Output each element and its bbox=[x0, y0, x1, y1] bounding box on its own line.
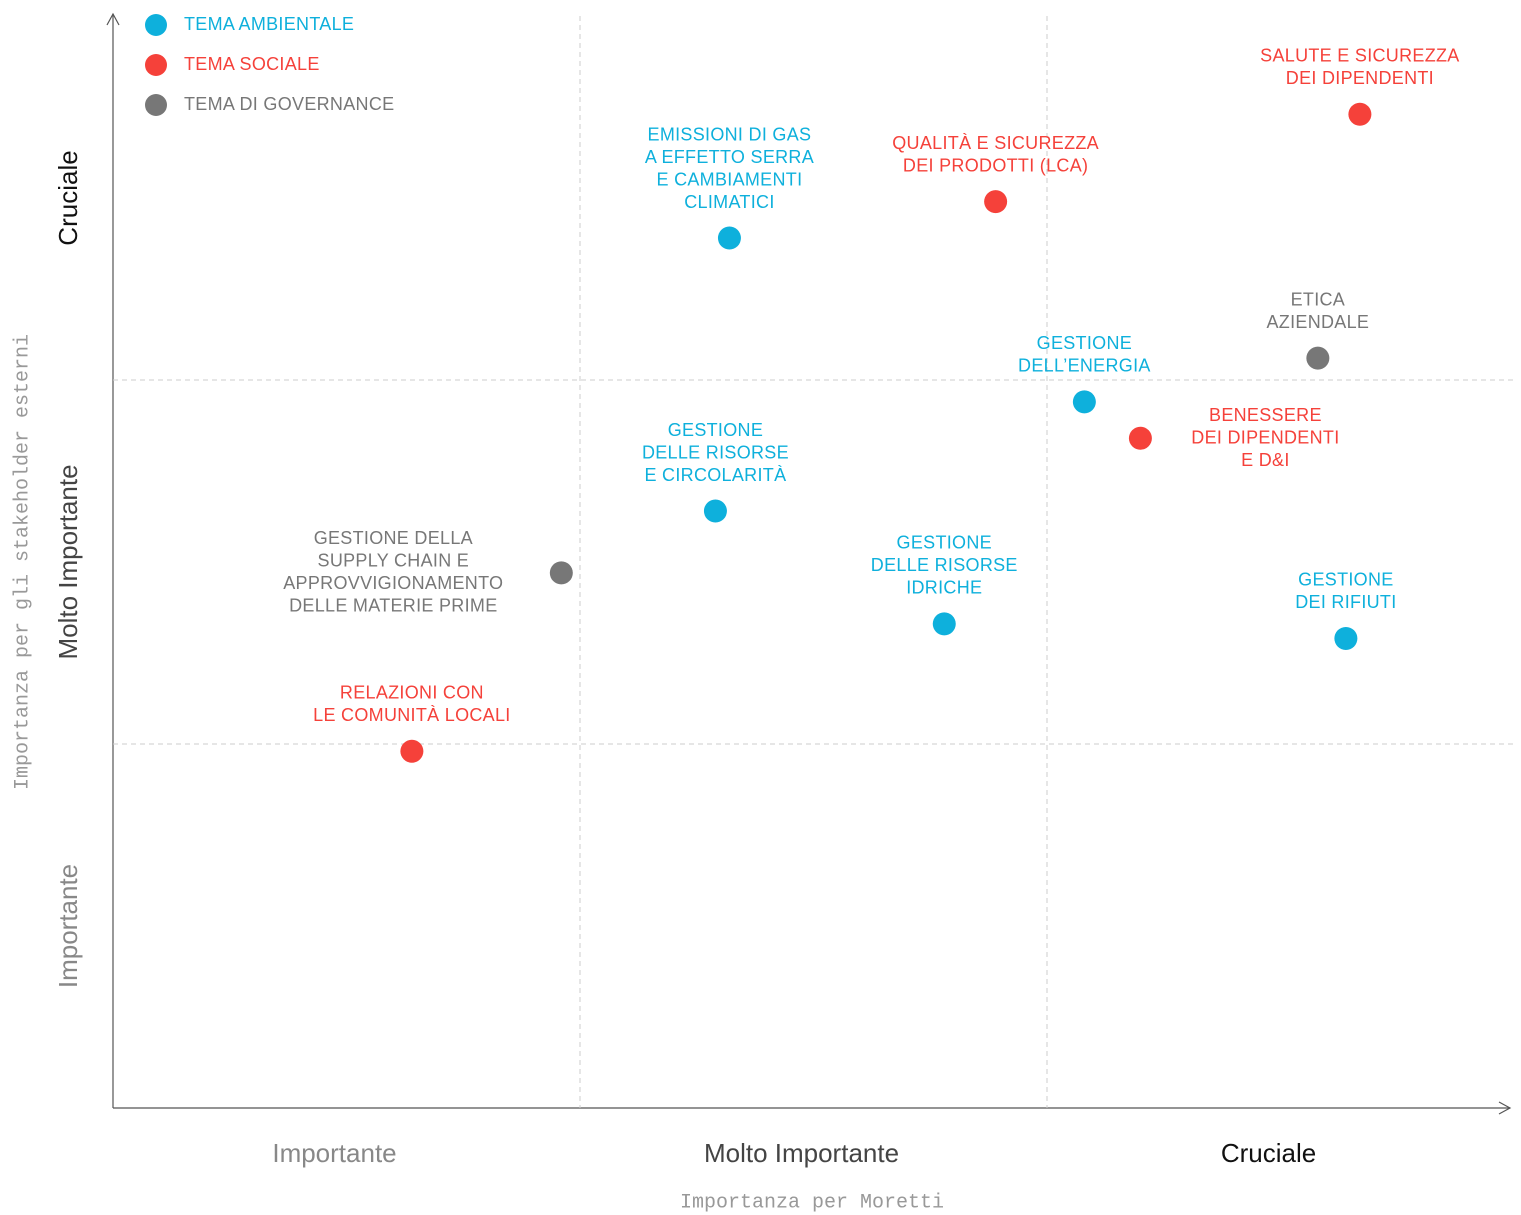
point-label: E CIRCOLARITÀ bbox=[644, 465, 786, 485]
legend-marker bbox=[145, 54, 167, 76]
x-band-label: Importante bbox=[272, 1138, 396, 1168]
point-label: EMISSIONI DI GAS bbox=[648, 124, 812, 144]
point-label: DEI RIFIUTI bbox=[1295, 592, 1396, 612]
point-label: CLIMATICI bbox=[684, 192, 774, 212]
point bbox=[703, 499, 727, 523]
point-label: SUPPLY CHAIN E bbox=[318, 550, 470, 570]
point-label: E CAMBIAMENTI bbox=[656, 169, 802, 189]
point-label: DELLE RISORSE bbox=[642, 442, 789, 462]
point-label: LE COMUNITÀ LOCALI bbox=[313, 705, 510, 725]
point bbox=[717, 226, 741, 250]
point bbox=[1334, 626, 1358, 650]
legend-label: TEMA SOCIALE bbox=[184, 54, 320, 74]
point-label: E D&I bbox=[1241, 450, 1290, 470]
point bbox=[1072, 390, 1096, 414]
point bbox=[932, 612, 956, 636]
legend-marker bbox=[145, 94, 167, 116]
x-band-label: Molto Importante bbox=[704, 1138, 899, 1168]
legend-label: TEMA AMBIENTALE bbox=[184, 14, 354, 34]
point-label: BENESSERE bbox=[1209, 405, 1322, 425]
point-label: DEI DIPENDENTI bbox=[1191, 427, 1339, 447]
y-axis-title: Importanza per gli stakeholder esterni bbox=[11, 334, 34, 790]
x-band-label: Cruciale bbox=[1221, 1138, 1316, 1168]
point bbox=[1306, 346, 1330, 370]
point-label: DELLE MATERIE PRIME bbox=[289, 595, 497, 615]
point-label: IDRICHE bbox=[906, 578, 982, 598]
point bbox=[549, 561, 573, 585]
point-label: GESTIONE bbox=[668, 420, 763, 440]
y-band-label: Cruciale bbox=[53, 150, 83, 245]
point-label: DEI DIPENDENTI bbox=[1286, 68, 1434, 88]
point-label: GESTIONE DELLA bbox=[314, 528, 473, 548]
point bbox=[984, 190, 1008, 214]
point-label: AZIENDALE bbox=[1266, 312, 1369, 332]
point-label: DELLE RISORSE bbox=[871, 555, 1018, 575]
point-label: DELL’ENERGIA bbox=[1018, 356, 1151, 376]
point-label: A EFFETTO SERRA bbox=[645, 147, 814, 167]
point-label: QUALITÀ E SICUREZZA bbox=[892, 133, 1099, 153]
x-axis-title: Importanza per Moretti bbox=[680, 1191, 944, 1214]
point-label: DEI PRODOTTI (LCA) bbox=[903, 155, 1088, 175]
point-label: ETICA bbox=[1291, 289, 1346, 309]
point bbox=[1128, 426, 1152, 450]
point bbox=[400, 739, 424, 763]
point-label: SALUTE E SICUREZZA bbox=[1260, 46, 1459, 66]
legend-label: TEMA DI GOVERNANCE bbox=[184, 94, 394, 114]
legend-marker bbox=[145, 14, 167, 36]
y-band-label: Importante bbox=[53, 864, 83, 988]
point-label: GESTIONE bbox=[897, 533, 992, 553]
point bbox=[1348, 102, 1372, 126]
point-label: APPROVVIGIONAMENTO bbox=[283, 573, 503, 593]
y-band-label: Molto Importante bbox=[53, 464, 83, 659]
point-label: GESTIONE bbox=[1037, 333, 1132, 353]
point-label: GESTIONE bbox=[1298, 570, 1393, 590]
point-label: RELAZIONI CON bbox=[340, 683, 484, 703]
